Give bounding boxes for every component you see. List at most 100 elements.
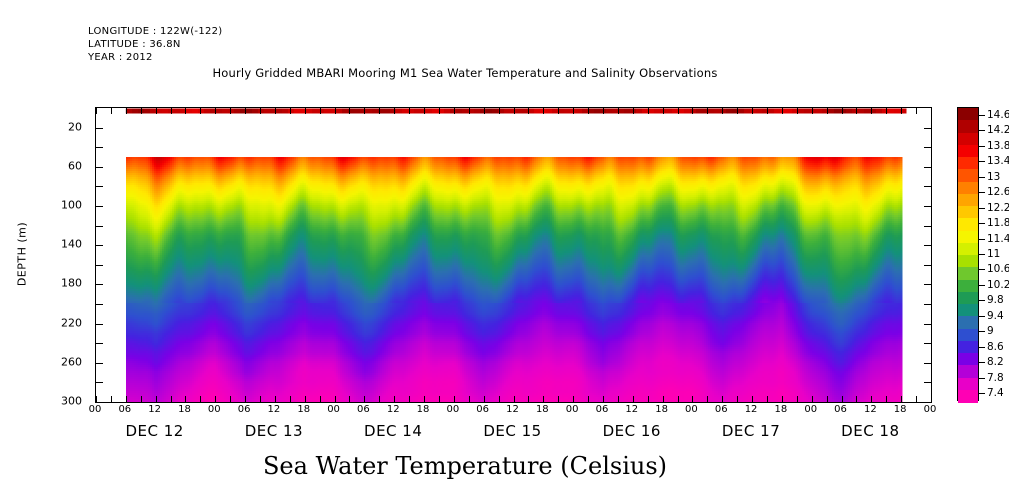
x-hour-label: 18	[178, 404, 191, 415]
axis-tick	[96, 382, 103, 383]
axis-tick	[200, 108, 201, 114]
axis-tick	[305, 108, 306, 114]
axis-tick	[245, 108, 246, 114]
colorbar-band	[958, 267, 978, 280]
x-hour-label: 12	[625, 404, 638, 415]
axis-tick	[618, 396, 619, 402]
colorbar-tick-label: 13.8	[987, 140, 1009, 152]
x-day-label: DEC 14	[364, 422, 422, 440]
axis-tick	[827, 108, 828, 114]
axis-tick	[230, 396, 231, 402]
x-axis-hour-labels: 00 06 12 18 00 06 12 18 00 06 12 18 00 06 12 18 00 06 12 18…	[0, 404, 1009, 419]
axis-tick	[111, 396, 112, 402]
axis-tick	[96, 206, 103, 207]
colorbar-tick	[979, 146, 985, 147]
colorbar-tick	[979, 285, 985, 286]
colorbar-band	[958, 157, 978, 170]
axis-tick	[290, 396, 291, 402]
colorbar-tick	[979, 192, 985, 193]
axis-tick	[439, 108, 440, 114]
axis-tick	[141, 108, 142, 114]
axis-tick	[678, 108, 679, 114]
axis-tick	[618, 108, 619, 114]
colorbar-band	[958, 353, 978, 366]
axis-tick	[797, 396, 798, 402]
colorbar-band	[958, 304, 978, 317]
axis-tick	[856, 396, 857, 402]
axis-tick	[916, 396, 917, 402]
axis-tick	[767, 108, 768, 114]
colorbar-tick	[979, 130, 985, 131]
axis-tick	[171, 396, 172, 402]
x-hour-label: 12	[387, 404, 400, 415]
contour-plot-area	[95, 107, 932, 403]
axis-tick	[924, 284, 931, 285]
axis-tick	[737, 396, 738, 402]
axis-tick	[648, 396, 649, 402]
axis-tick	[320, 396, 321, 402]
colorbar-band	[958, 316, 978, 329]
axis-tick	[842, 396, 843, 402]
axis-tick	[96, 304, 103, 305]
axis-tick	[394, 396, 395, 402]
y-tick-label: 140	[61, 238, 82, 251]
x-hour-label: 18	[655, 404, 668, 415]
colorbar-tick-label: 11.4	[987, 233, 1009, 245]
x-hour-label: 18	[297, 404, 310, 415]
y-tick-label: 60	[68, 159, 82, 172]
colorbar-tick	[979, 393, 985, 394]
axis-tick	[499, 396, 500, 402]
axis-tick	[379, 396, 380, 402]
y-axis-labels: 20 60 100 140 180 220 260 300	[0, 107, 90, 401]
axis-tick	[335, 396, 336, 402]
axis-tick	[924, 167, 931, 168]
axis-tick	[827, 396, 828, 402]
colorbar-tick-label: 10.2	[987, 279, 1009, 291]
axis-tick	[349, 108, 350, 114]
axis-tick	[812, 396, 813, 402]
axis-tick	[633, 108, 634, 114]
axis-tick	[364, 108, 365, 114]
colorbar-tick-label: 9.4	[987, 310, 1004, 322]
axis-tick	[663, 108, 664, 114]
contour-cells	[126, 157, 903, 402]
x-hour-label: 00	[446, 404, 459, 415]
axis-tick	[767, 396, 768, 402]
axis-tick	[171, 108, 172, 114]
x-hour-label: 00	[685, 404, 698, 415]
axis-tick	[96, 226, 103, 227]
colorbar-labels: 14.6 14.2 13.8 13.4 13 12.6 12.2 11.8 11.4 11 10.6…	[987, 107, 1009, 401]
axis-tick	[245, 396, 246, 402]
x-hour-label: 06	[238, 404, 251, 415]
y-tick-label: 260	[61, 355, 82, 368]
axis-tick	[633, 396, 634, 402]
axis-tick	[96, 402, 103, 403]
colorbar-band	[958, 108, 978, 121]
axis-tick	[96, 284, 103, 285]
axis-tick	[886, 108, 887, 114]
x-hour-label: 12	[268, 404, 281, 415]
axis-tick	[901, 396, 902, 402]
colorbar-tick	[979, 208, 985, 209]
colorbar-tick-label: 8.2	[987, 356, 1004, 368]
axis-tick	[96, 363, 103, 364]
colorbar-tick-label: 7.4	[987, 387, 1004, 399]
y-tick-label: 220	[61, 316, 82, 329]
axis-tick	[707, 396, 708, 402]
axis-tick	[916, 108, 917, 114]
axis-tick	[305, 396, 306, 402]
x-hour-label: 12	[148, 404, 161, 415]
colorbar-tick-label: 10.6	[987, 263, 1009, 275]
axis-tick	[678, 396, 679, 402]
axis-tick	[782, 108, 783, 114]
x-day-label: DEC 13	[245, 422, 303, 440]
y-tick-label: 180	[61, 277, 82, 290]
axis-tick	[484, 396, 485, 402]
colorbar-band	[958, 341, 978, 354]
axis-tick	[528, 108, 529, 114]
colorbar-band	[958, 231, 978, 244]
colorbar-band	[958, 378, 978, 391]
axis-tick	[924, 343, 931, 344]
axis-tick	[931, 108, 932, 114]
axis-tick	[663, 396, 664, 402]
